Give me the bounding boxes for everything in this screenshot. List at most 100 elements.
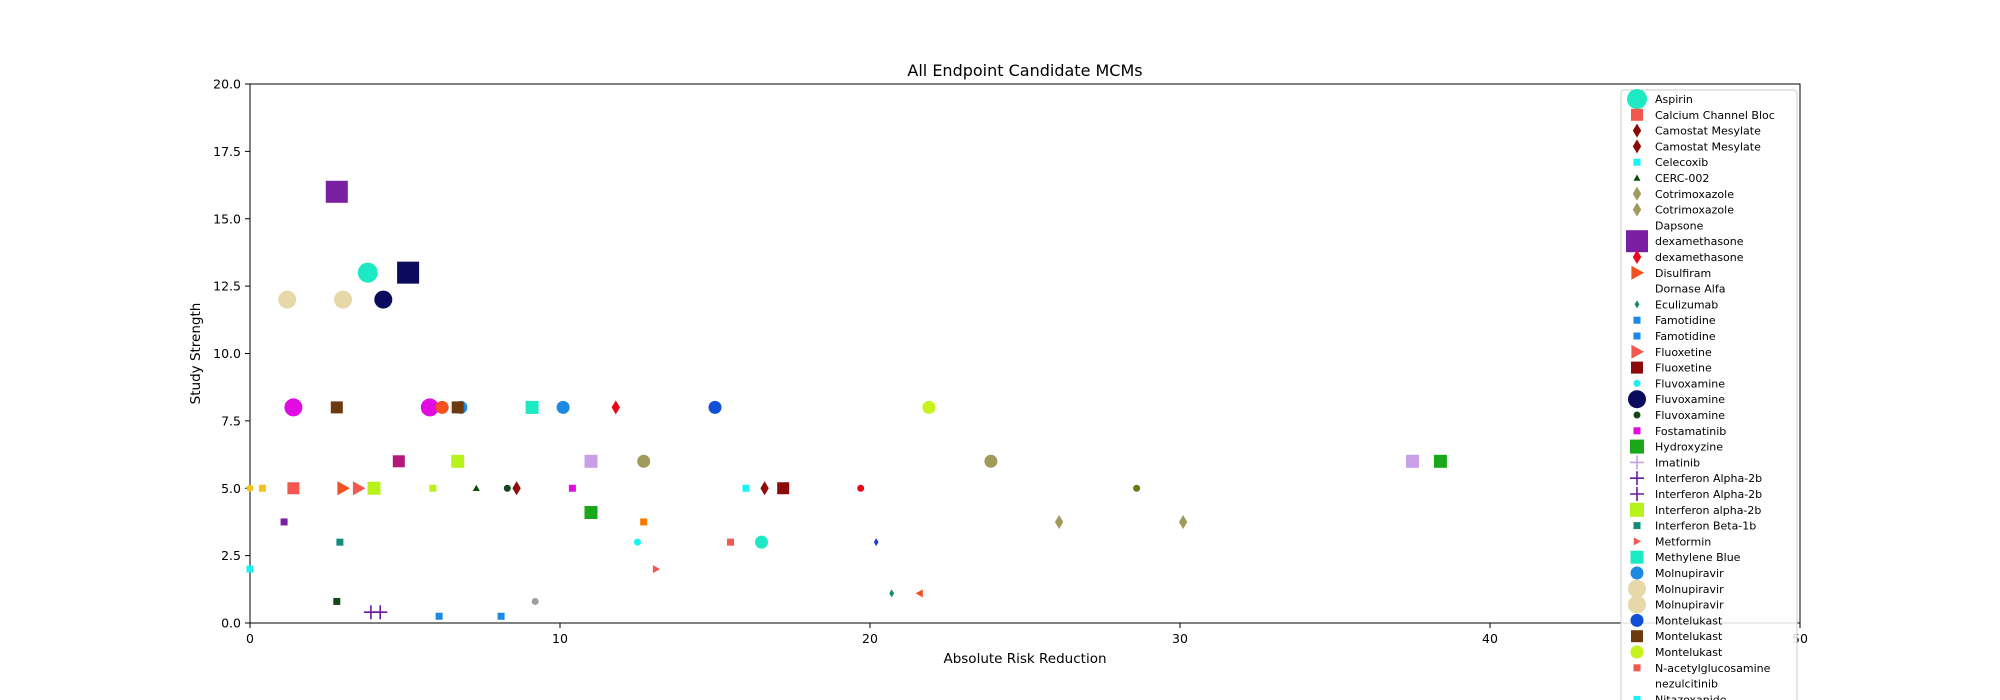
y-tick-label: 2.5 [221,548,241,563]
y-tick-label: 10.0 [213,346,241,361]
data-point [337,481,350,496]
legend-item: Interferon Alpha-2b [1630,471,1762,485]
legend-item: Cotrimoxazole [1632,186,1734,201]
legend-item: Montelukast [1631,630,1723,643]
legend-item: Cotrimoxazole [1632,202,1734,217]
legend-item: Interferon alpha-2b [1630,502,1761,517]
data-point [246,484,254,492]
data-point [1133,484,1141,492]
data-point [352,481,366,496]
data-point [889,589,895,598]
data-point [708,400,722,414]
legend-item: Interferon Beta-1b [1633,520,1756,533]
legend-marker [1631,630,1643,643]
legend-label: Cotrimoxazole [1655,188,1734,201]
legend-label: nezulcitinib [1655,678,1718,691]
legend-item: N-acetylglucosamine [1633,662,1771,675]
data-point [584,506,598,520]
data-point [420,398,439,417]
legend-label: Interferon alpha-2b [1655,504,1761,517]
legend-item: Disulfiram [1631,265,1711,280]
legend-marker [1630,613,1644,627]
data-point [512,481,521,496]
legend-item: CERC-002 [1633,172,1709,185]
data-point [397,261,420,284]
legend-item: Molnupiravir [1630,566,1724,580]
legend-label: Fluoxetine [1655,362,1712,375]
legend-item: Dapsone [1655,219,1704,232]
data-point [1433,454,1447,468]
legend-label: Calcium Channel Bloc [1655,109,1775,122]
legend-marker [1632,186,1642,201]
legend-marker [1632,202,1642,217]
legend-item: Eculizumab [1634,298,1718,311]
legend-item: Molnupiravir [1628,595,1724,614]
legend-marker [1632,123,1642,138]
legend-label: Cotrimoxazole [1655,204,1734,217]
legend-marker [1630,439,1644,454]
data-point [435,612,443,620]
legend-marker [1628,595,1646,614]
legend-marker [1633,158,1641,166]
legend-label: Montelukast [1655,614,1723,627]
x-tick-label: 10 [552,631,568,646]
legend-marker [1633,411,1641,419]
legend-item: Celecoxib [1633,156,1708,169]
legend-marker [1633,537,1641,546]
x-tick-label: 40 [1482,631,1498,646]
chart-title: All Endpoint Candidate MCMs [907,61,1142,80]
y-axis-label: Study Strength [188,303,204,405]
legend-item: Famotidine [1633,314,1716,327]
legend-item: Fluvoxamine [1628,390,1725,409]
legend-marker [1631,361,1643,374]
legend: Aspirin Calcium Channel Bloc Camostat Mesy… [1620,89,1798,700]
data-point [334,290,352,309]
data-point [777,482,790,495]
legend-label: dexamethasone [1655,235,1744,248]
legend-marker [1633,522,1641,530]
data-point [246,565,254,573]
legend-label: Interferon Alpha-2b [1655,488,1762,501]
legend-label: Celecoxib [1655,156,1708,169]
data-point [451,401,464,414]
legend-label: Imatinib [1655,456,1700,469]
legend-label: Metformin [1655,535,1711,548]
data-point [435,400,449,414]
legend-label: Famotidine [1655,330,1716,343]
legend-label: Disulfiram [1655,267,1711,280]
legend-marker [1631,344,1644,359]
legend-marker [1630,645,1644,659]
data-point [287,482,300,495]
data-point [637,454,651,468]
legend-marker [1633,664,1641,672]
data-point [1054,514,1064,529]
data-points [246,180,1447,620]
legend-label: Molnupiravir [1655,567,1724,580]
data-point [742,484,750,492]
legend-marker [1633,695,1641,700]
legend-label: Molnupiravir [1655,599,1724,612]
legend-marker [1631,265,1644,280]
data-point [873,538,879,547]
x-tick-label: 20 [862,631,878,646]
data-point [652,565,661,574]
legend-label: Dornase Alfa [1655,283,1725,296]
data-point [1178,514,1188,529]
data-point [915,589,923,598]
data-point [984,454,998,468]
legend-item: dexamethasone [1632,250,1744,264]
legend-marker [1633,379,1641,387]
legend-label: Montelukast [1655,646,1723,659]
legend-label: Hydroxyzine [1655,441,1723,454]
legend-label: Camostat Mesylate [1655,125,1761,138]
data-point [258,484,266,492]
legend-marker [1631,108,1643,121]
y-tick-label: 0.0 [221,616,241,631]
data-point [451,454,465,468]
legend-item: Aspirin [1627,89,1693,109]
plot-frame [249,83,1801,624]
legend-item: Molnupiravir [1628,579,1724,598]
legend-marker [1628,579,1646,598]
data-point [392,455,405,468]
